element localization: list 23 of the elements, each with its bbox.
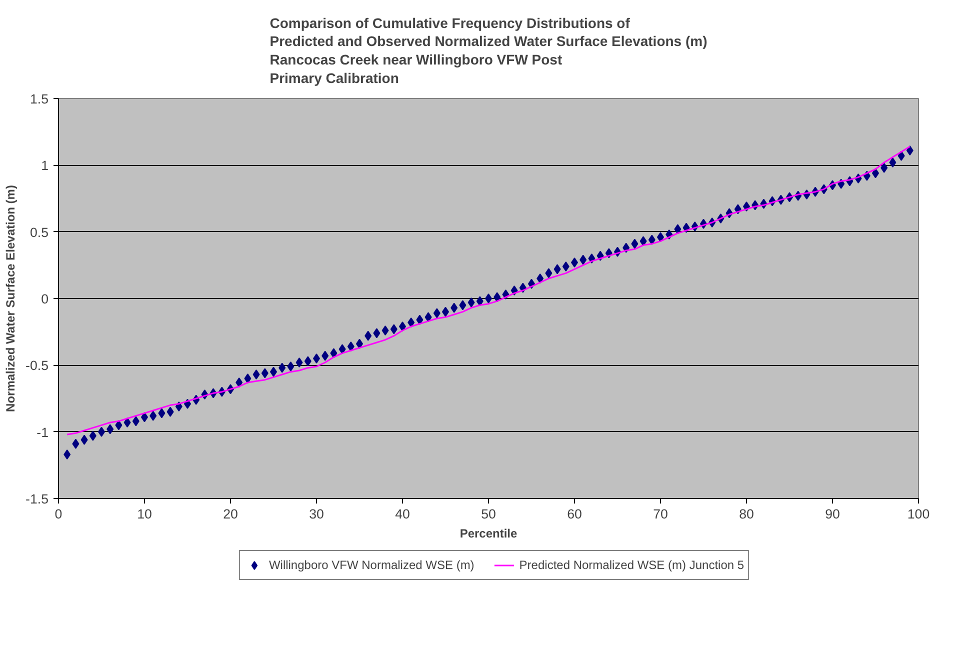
x-tick-label: 70 [653, 506, 668, 522]
x-tick-label: 50 [481, 506, 496, 522]
legend-label: Willingboro VFW Normalized WSE (m) [268, 558, 474, 572]
x-tick-label: 100 [907, 506, 930, 522]
y-tick-label: -0.5 [26, 358, 48, 374]
y-tick-label: 0.5 [30, 224, 49, 240]
y-axis-title: Normalized Water Surface Elevation (m) [4, 185, 18, 412]
x-tick-label: 30 [309, 506, 324, 522]
x-tick-label: 10 [137, 506, 152, 522]
y-tick-label: -1.5 [26, 492, 48, 506]
y-tick-label: 1.5 [30, 92, 49, 106]
y-tick-label: -1 [36, 424, 49, 440]
chart-title: Comparison of Cumulative Frequency Distributions of Predicted and Observed Normalized Water Surface Elevations (m) Rancocas Creek near Willingboro VFW Post Primary Calibration [270, 14, 708, 86]
x-axis-title: Percentile [460, 526, 518, 540]
x-tick-label: 80 [739, 506, 754, 522]
x-tick-label: 90 [825, 506, 840, 522]
x-tick-label: 0 [54, 506, 62, 522]
x-tick-label: 20 [223, 506, 238, 522]
y-tick-label: 1 [41, 158, 49, 174]
x-tick-label: 60 [567, 506, 582, 522]
legend-label: Predicted Normalized WSE (m) Junction 5 [519, 558, 744, 572]
x-tick-label: 40 [395, 506, 410, 522]
y-tick-label: 0 [41, 292, 49, 306]
